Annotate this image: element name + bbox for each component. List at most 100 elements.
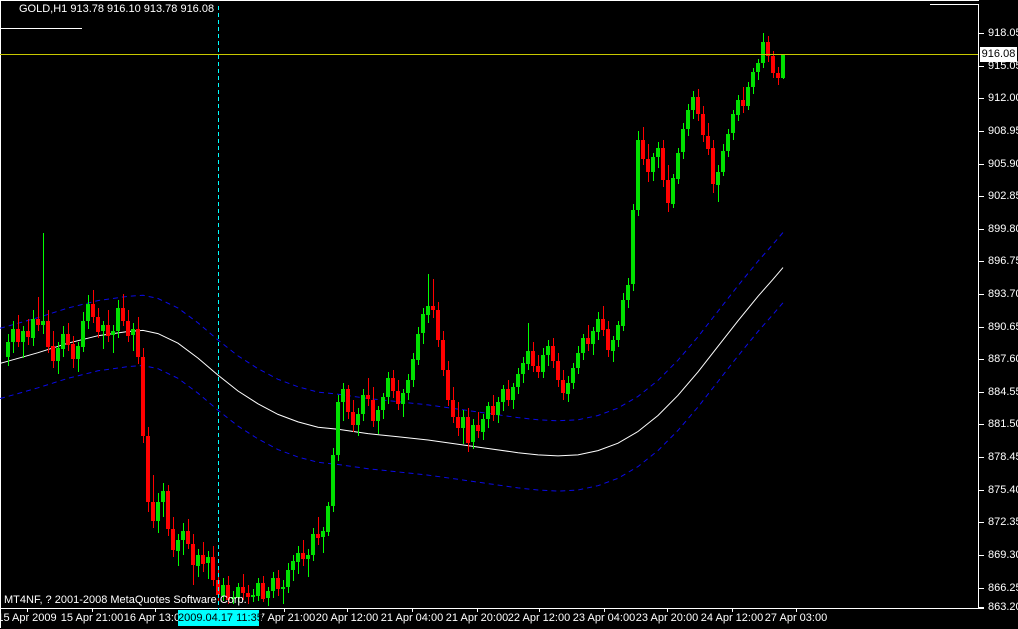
bear-candle-body: [166, 491, 170, 529]
bull-candle-body: [591, 331, 595, 344]
bull-candle-body: [686, 110, 690, 129]
bear-candle-body: [211, 557, 215, 580]
bull-candle-body: [546, 346, 550, 355]
bear-candle-body: [601, 319, 605, 330]
bull-candle-body: [11, 329, 15, 342]
bear-candle-body: [366, 395, 370, 399]
bull-candle-body: [721, 151, 725, 172]
bull-candle-body: [61, 334, 65, 349]
time-axis-label: 15 Apr 2009: [0, 612, 57, 624]
bull-candle-body: [411, 359, 415, 380]
bull-candle-body: [291, 561, 295, 570]
bull-candle-body: [231, 597, 235, 599]
bull-candle-body: [511, 387, 515, 400]
bull-candle-body: [156, 502, 160, 521]
bear-candle-body: [371, 400, 375, 421]
bear-candle-body: [51, 346, 55, 361]
bear-candle-body: [141, 357, 145, 436]
candle-wick: [528, 323, 529, 370]
bear-candle-body: [536, 366, 540, 372]
candle-wick: [323, 527, 324, 553]
crosshair-time-box: 2009.04.17 11:35: [178, 610, 263, 626]
time-axis-label: 23 Apr 20:00: [635, 612, 699, 624]
bull-candle-body: [581, 338, 585, 353]
bull-candle-body: [221, 585, 225, 596]
bull-candle-body: [406, 380, 410, 393]
bull-candle-body: [76, 346, 80, 359]
time-axis-label: 24 Apr 12:00: [700, 612, 764, 624]
bear-candle-body: [701, 114, 705, 135]
bear-candle-body: [491, 406, 495, 415]
bull-candle-body: [736, 100, 740, 115]
candle-wick: [208, 551, 209, 579]
bear-candle-body: [106, 325, 110, 336]
candle-wick: [308, 549, 309, 577]
bull-candle-body: [296, 553, 300, 562]
candle-wick: [283, 580, 284, 604]
price-axis-label: 881.50: [988, 418, 1018, 430]
bear-candle-body: [706, 136, 710, 149]
bear-candle-body: [351, 412, 355, 425]
bear-candle-body: [551, 346, 555, 361]
bear-candle-body: [666, 180, 670, 203]
bear-candle-body: [766, 42, 770, 56]
bull-candle-body: [616, 325, 620, 340]
bull-candle-body: [311, 534, 315, 555]
bull-candle-body: [631, 210, 635, 284]
bull-candle-body: [271, 578, 275, 591]
price-axis-label: 866.25: [988, 582, 1018, 594]
bear-candle-body: [186, 531, 190, 544]
bear-candle-body: [431, 306, 435, 310]
bull-candle-body: [386, 378, 390, 397]
candle-wick: [133, 323, 134, 351]
bull-candle-body: [726, 134, 730, 151]
bear-candle-body: [556, 361, 560, 380]
copyright-text: MT4NF, ? 2001-2008 MetaQuotes Software C…: [4, 594, 247, 606]
bear-candle-body: [171, 529, 175, 550]
bull-candle-body: [541, 355, 545, 372]
bear-candle-body: [136, 329, 140, 357]
bull-candle-body: [266, 591, 270, 598]
bull-candle-body: [361, 395, 365, 414]
candle-wick: [433, 279, 434, 318]
price-axis-label: 863.20: [988, 601, 1018, 613]
time-axis-label: 17 Apr 21:00: [252, 612, 316, 624]
bull-candle-body: [326, 506, 330, 532]
price-axis-label: 890.65: [988, 321, 1018, 333]
bull-candle-body: [471, 425, 475, 442]
bear-candle-body: [641, 140, 645, 159]
bull-candle-body: [176, 540, 180, 551]
bull-candle-body: [681, 129, 685, 152]
moving-average-line: [0, 267, 784, 457]
bear-candle-body: [531, 351, 535, 366]
time-axis-label: 15 Apr 21:00: [60, 612, 124, 624]
bull-candle-body: [621, 300, 625, 326]
bull-candle-body: [181, 531, 185, 540]
bull-candle-body: [281, 587, 285, 589]
price-axis-label: 912.00: [988, 92, 1018, 104]
candle-wick: [153, 475, 154, 528]
bull-candle-body: [236, 587, 240, 598]
bear-candle-body: [346, 389, 350, 412]
bull-candle-body: [31, 319, 35, 338]
price-axis-label: 869.30: [988, 549, 1018, 561]
bull-candle-body: [426, 306, 430, 315]
bull-candle-body: [111, 331, 115, 335]
bull-candle-body: [416, 334, 420, 360]
bear-candle-body: [451, 400, 455, 417]
envelope-upper-band: [0, 232, 784, 422]
price-axis-label: 915.05: [988, 60, 1018, 72]
bull-candle-body: [131, 329, 135, 335]
bear-candle-body: [456, 417, 460, 428]
bear-candle-body: [36, 319, 40, 325]
time-axis-label: 21 Apr 20:00: [445, 612, 509, 624]
bull-candle-body: [596, 319, 600, 332]
bear-candle-body: [771, 56, 775, 73]
bull-candle-body: [716, 172, 720, 185]
bear-candle-body: [441, 340, 445, 370]
bull-candle-body: [571, 368, 575, 383]
price-axis-label: 902.85: [988, 190, 1018, 202]
price-axis-label: 875.40: [988, 484, 1018, 496]
bull-candle-body: [651, 157, 655, 172]
